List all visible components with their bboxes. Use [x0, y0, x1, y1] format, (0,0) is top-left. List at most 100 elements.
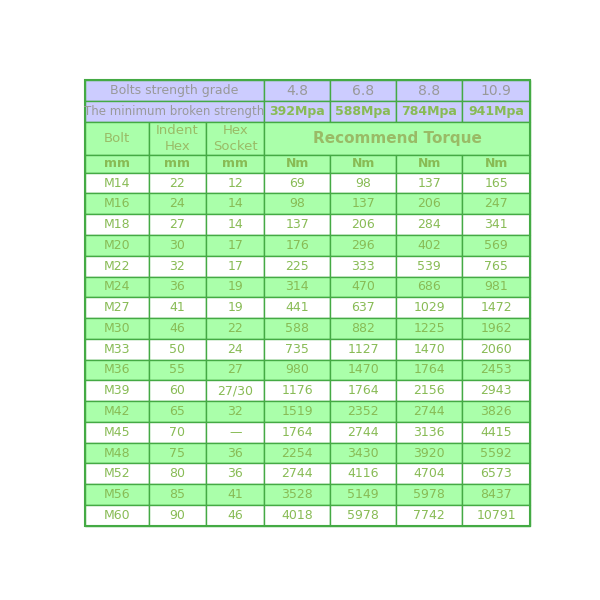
Text: 1472: 1472: [481, 301, 512, 314]
Bar: [206, 173, 264, 193]
Text: 27: 27: [227, 364, 243, 376]
Text: 6.8: 6.8: [352, 83, 374, 98]
Text: M16: M16: [103, 197, 130, 211]
Text: 70: 70: [169, 426, 185, 439]
Bar: [149, 214, 206, 235]
Bar: [396, 101, 462, 122]
Text: 470: 470: [351, 280, 375, 293]
Bar: [206, 463, 264, 484]
Bar: [396, 401, 462, 422]
Bar: [85, 380, 149, 401]
Text: 80: 80: [169, 467, 185, 480]
Text: 247: 247: [484, 197, 508, 211]
Bar: [264, 484, 330, 505]
Text: 4415: 4415: [481, 426, 512, 439]
Text: 206: 206: [417, 197, 441, 211]
Bar: [330, 101, 396, 122]
Text: 1764: 1764: [281, 426, 313, 439]
Text: 941Mpa: 941Mpa: [468, 105, 524, 118]
Bar: [85, 463, 149, 484]
Bar: [396, 173, 462, 193]
Bar: [149, 380, 206, 401]
Bar: [149, 443, 206, 463]
Bar: [206, 122, 264, 155]
Text: 36: 36: [170, 280, 185, 293]
Bar: [85, 318, 149, 339]
Bar: [462, 505, 530, 526]
Bar: [396, 297, 462, 318]
Bar: [264, 193, 330, 214]
Bar: [206, 155, 264, 173]
Text: 735: 735: [286, 343, 309, 356]
Text: 137: 137: [351, 197, 375, 211]
Bar: [462, 80, 530, 101]
Text: M30: M30: [103, 322, 130, 335]
Text: 2453: 2453: [481, 364, 512, 376]
Text: 36: 36: [227, 446, 243, 460]
Bar: [85, 214, 149, 235]
Bar: [396, 256, 462, 277]
Bar: [462, 318, 530, 339]
Bar: [206, 277, 264, 297]
Text: M56: M56: [103, 488, 130, 501]
Bar: [462, 193, 530, 214]
Text: 55: 55: [169, 364, 185, 376]
Bar: [206, 505, 264, 526]
Text: M18: M18: [103, 218, 130, 231]
Text: 98: 98: [289, 197, 305, 211]
Bar: [149, 122, 206, 155]
Text: 980: 980: [286, 364, 309, 376]
Bar: [330, 214, 396, 235]
Bar: [462, 173, 530, 193]
Text: 569: 569: [484, 239, 508, 252]
Bar: [85, 256, 149, 277]
Text: 1470: 1470: [413, 343, 445, 356]
Text: 2254: 2254: [281, 446, 313, 460]
Text: 588Mpa: 588Mpa: [335, 105, 391, 118]
Bar: [264, 318, 330, 339]
Text: M14: M14: [103, 176, 130, 190]
Text: Nm: Nm: [484, 157, 508, 170]
Bar: [85, 297, 149, 318]
Text: 4116: 4116: [347, 467, 379, 480]
Bar: [85, 122, 149, 155]
Bar: [330, 380, 396, 401]
Bar: [330, 443, 396, 463]
Text: 27/30: 27/30: [217, 384, 253, 397]
Text: 765: 765: [484, 260, 508, 272]
Bar: [264, 277, 330, 297]
Bar: [462, 214, 530, 235]
Text: 10791: 10791: [476, 509, 516, 522]
Bar: [396, 193, 462, 214]
Text: 32: 32: [170, 260, 185, 272]
Text: 17: 17: [227, 260, 243, 272]
Text: 284: 284: [417, 218, 441, 231]
Text: —: —: [229, 426, 242, 439]
Text: 12: 12: [227, 176, 243, 190]
Bar: [396, 484, 462, 505]
Text: 41: 41: [227, 488, 243, 501]
Bar: [149, 173, 206, 193]
Bar: [330, 359, 396, 380]
Bar: [462, 401, 530, 422]
Text: M36: M36: [103, 364, 130, 376]
Bar: [396, 359, 462, 380]
Bar: [264, 214, 330, 235]
Text: 8.8: 8.8: [418, 83, 440, 98]
Bar: [264, 463, 330, 484]
Text: Nm: Nm: [418, 157, 441, 170]
Text: Bolts strength grade: Bolts strength grade: [110, 84, 239, 97]
Text: mm: mm: [164, 157, 190, 170]
Text: 3430: 3430: [347, 446, 379, 460]
Bar: [264, 401, 330, 422]
Bar: [149, 318, 206, 339]
Bar: [149, 235, 206, 256]
Bar: [85, 193, 149, 214]
Bar: [330, 339, 396, 359]
Bar: [149, 155, 206, 173]
Bar: [264, 235, 330, 256]
Bar: [462, 101, 530, 122]
Text: 14: 14: [227, 218, 243, 231]
Text: M42: M42: [103, 405, 130, 418]
Bar: [330, 463, 396, 484]
